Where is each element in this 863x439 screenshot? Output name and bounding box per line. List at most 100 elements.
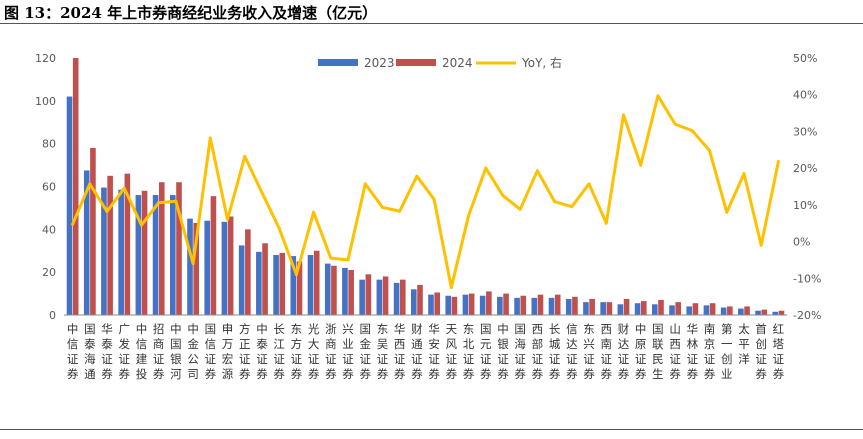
yoy-point <box>673 122 677 126</box>
x-tick-label: 天风证券 <box>446 322 458 381</box>
yoy-point <box>501 194 505 198</box>
bar-2023 <box>445 295 452 315</box>
x-tick-label: 国泰海通 <box>84 322 96 381</box>
x-tick-label: 第一创业 <box>721 322 733 381</box>
yoy-point <box>484 166 488 170</box>
bar-2024 <box>709 303 716 315</box>
yoy-point <box>260 191 264 195</box>
bar-2023 <box>376 279 383 315</box>
x-tick-label: 红塔证券 <box>773 322 785 381</box>
x-tick-label: 中泰证券 <box>256 322 268 381</box>
bar-2024 <box>486 291 492 315</box>
x-tick-label: 中信建投 <box>136 322 148 381</box>
bar-2023 <box>273 255 279 315</box>
yoy-point <box>518 207 522 211</box>
bar-2024 <box>589 298 595 315</box>
x-tick-label: 中原证券 <box>635 322 647 381</box>
bar-2023 <box>221 221 228 315</box>
bar-2024 <box>331 265 337 315</box>
bar-2023 <box>462 294 469 315</box>
y2-tick-label: 30% <box>793 125 817 138</box>
bar-2023 <box>307 255 314 315</box>
bar-2024 <box>399 279 406 315</box>
x-tick-label: 东兴证券 <box>583 322 595 381</box>
x-tick-label: 华林证券 <box>687 322 699 381</box>
yoy-point <box>725 210 729 214</box>
x-tick-label: 招商证券 <box>153 322 165 381</box>
yoy-point <box>535 169 539 173</box>
yoy-point <box>621 113 625 117</box>
bar-2024 <box>210 196 217 315</box>
bar-2024 <box>761 309 768 315</box>
title-rule <box>0 23 863 24</box>
x-tick-label: 中信证券 <box>67 322 79 381</box>
yoy-point <box>553 200 557 204</box>
bar-2023 <box>66 96 73 315</box>
bar-2024 <box>778 310 785 315</box>
x-tick-label: 财通证券 <box>411 322 423 381</box>
bar-2024 <box>606 302 613 315</box>
bar-2023 <box>738 308 744 315</box>
bar-2024 <box>451 296 458 315</box>
bar-2024 <box>262 243 268 315</box>
bar-2023 <box>755 310 761 315</box>
bar-2023 <box>204 220 211 315</box>
bar-2024 <box>675 302 682 315</box>
bar-2023 <box>410 289 417 315</box>
x-tick-label: 南京证券 <box>704 322 716 381</box>
x-tick-label: 长城证券 <box>549 322 561 381</box>
bar-2023 <box>686 306 693 315</box>
bar-2023 <box>187 218 193 315</box>
x-tick-label: 东吴证券 <box>377 322 389 381</box>
bar-2024 <box>313 250 320 315</box>
x-tick-label: 国联民生 <box>652 322 664 381</box>
x-tick-label: 浙商证券 <box>325 322 337 381</box>
yoy-point <box>226 218 230 222</box>
yoy-point <box>639 163 643 167</box>
yoy-point <box>467 214 471 218</box>
x-tick-label: 太平洋 <box>738 322 750 366</box>
bar-2023 <box>83 170 90 315</box>
yoy-point <box>776 160 780 164</box>
x-tick-label: 光大证券 <box>308 322 320 381</box>
x-tick-label: 国海证券 <box>514 322 526 381</box>
bar-2023 <box>256 251 262 315</box>
bar-2024 <box>72 58 79 315</box>
bar-2024 <box>382 276 389 315</box>
y2-tick-label: 20% <box>793 162 817 175</box>
yoy-point <box>329 256 333 260</box>
bar-2023 <box>497 296 503 315</box>
bar-2024 <box>744 306 750 315</box>
bar-2023 <box>651 304 658 315</box>
yoy-point <box>174 199 178 203</box>
y-tick-label: 0 <box>49 309 56 322</box>
x-tick-label: 方正证券 <box>239 322 251 381</box>
x-tick-label: 华泰证券 <box>101 322 113 381</box>
y-tick-label: 40 <box>42 223 56 236</box>
yoy-point <box>122 186 126 190</box>
bar-2023 <box>565 298 572 315</box>
yoy-point <box>708 149 712 153</box>
bar-2023 <box>101 187 107 315</box>
yoy-point <box>415 174 419 178</box>
yoy-point <box>363 182 367 186</box>
bar-2024 <box>503 293 509 315</box>
bar-2024 <box>279 252 286 315</box>
yoy-point <box>105 209 109 213</box>
x-tick-label: 长江证券 <box>273 322 285 381</box>
x-tick-label: 西南证券 <box>601 322 613 381</box>
bar-2024 <box>245 229 251 315</box>
x-tick-label: 华西证券 <box>394 322 406 381</box>
bar-2024 <box>141 190 148 315</box>
yoy-point <box>742 172 746 176</box>
legend-label-2024: 2024 <box>442 56 473 70</box>
bar-2023 <box>617 304 624 315</box>
y-tick-label: 80 <box>42 138 56 151</box>
yoy-point <box>208 136 212 140</box>
y2-tick-label: 0% <box>793 236 810 249</box>
bar-2023 <box>428 294 434 315</box>
bar-2023 <box>772 311 779 315</box>
x-tick-label: 信达证券 <box>566 322 578 381</box>
x-tick-label: 首创证券 <box>755 322 767 381</box>
